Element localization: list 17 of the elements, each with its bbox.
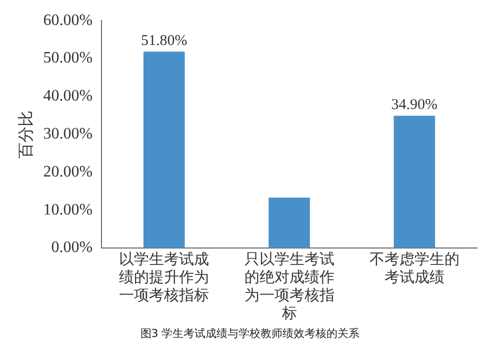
bar xyxy=(143,52,185,248)
y-tick-label: 30.00% xyxy=(43,126,93,143)
y-tick-label: 10.00% xyxy=(43,201,93,218)
data-label: 51.80% xyxy=(140,33,188,50)
x-tick-label: 只以学生考试的绝对成绩作为一项考核指标 xyxy=(244,250,334,322)
caption: 图3 学生考试成绩与学校教师绩效考核的关系 xyxy=(139,326,361,341)
y-tick-label: 40.00% xyxy=(43,88,93,105)
x-tick-label: 不考虑学生的考试成绩 xyxy=(369,250,460,286)
bar xyxy=(268,198,310,248)
x-tick-label: 以学生考试成绩的提升作为一项考核指标 xyxy=(119,250,210,304)
bar xyxy=(394,116,436,248)
y-tick-label: 60.00% xyxy=(43,12,93,29)
y-axis-title: 百分比 xyxy=(16,110,35,158)
y-tick-label: 0.00% xyxy=(51,239,93,256)
y-tick-label: 20.00% xyxy=(43,163,93,180)
data-label: 34.90% xyxy=(391,97,438,114)
y-tick-label: 50.00% xyxy=(43,50,93,67)
